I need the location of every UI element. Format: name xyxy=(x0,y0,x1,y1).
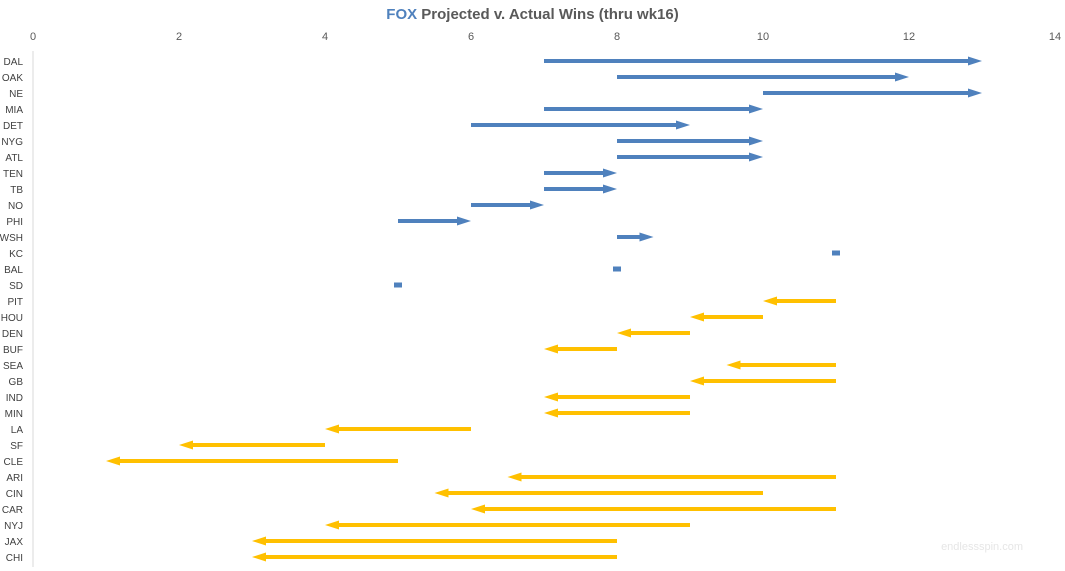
team-label: TB xyxy=(10,185,23,196)
arrow-head xyxy=(968,88,982,98)
chart-title-brand: FOX xyxy=(386,6,418,23)
x-tick-label: 14 xyxy=(1049,31,1061,43)
x-tick-label: 8 xyxy=(614,31,620,43)
watermark: endlessspin.com xyxy=(941,541,1023,553)
range-marker xyxy=(613,266,621,272)
arrow-head xyxy=(252,552,266,562)
team-label: MIA xyxy=(5,105,23,116)
team-label: KC xyxy=(9,249,23,260)
team-label: DET xyxy=(3,121,23,132)
arrow-head xyxy=(690,312,704,322)
team-label: CHI xyxy=(6,553,23,564)
range-marker xyxy=(394,282,402,288)
arrow-head xyxy=(471,504,485,514)
team-label: BUF xyxy=(3,345,23,356)
team-label: LA xyxy=(11,425,24,436)
team-label: OAK xyxy=(2,73,23,84)
arrow-head xyxy=(457,216,471,226)
arrow-head xyxy=(544,392,558,402)
arrow-head xyxy=(544,344,558,354)
team-label: MIN xyxy=(5,409,23,420)
team-label: SD xyxy=(9,281,23,292)
team-label: ARI xyxy=(6,473,23,484)
team-label: DEN xyxy=(2,329,23,340)
arrow-head xyxy=(544,408,558,418)
arrow-head xyxy=(106,456,120,466)
arrow-head xyxy=(530,200,544,210)
team-label: HOU xyxy=(1,313,23,324)
chart-title-text: Projected v. Actual Wins (thru wk16) xyxy=(417,6,679,23)
team-label: WSH xyxy=(0,233,23,244)
team-label: CIN xyxy=(6,489,23,500)
team-label: PIT xyxy=(7,297,23,308)
team-label: TEN xyxy=(3,169,23,180)
range-marker xyxy=(832,250,840,256)
team-label: NO xyxy=(8,201,23,212)
team-label: BAL xyxy=(4,265,23,276)
arrow-head xyxy=(749,152,763,162)
arrow-head xyxy=(434,488,449,498)
team-label: DAL xyxy=(4,57,24,68)
arrow-head xyxy=(603,168,617,178)
x-tick-label: 2 xyxy=(176,31,182,43)
x-tick-label: 6 xyxy=(468,31,474,43)
team-label: ATL xyxy=(5,153,23,164)
team-label: NYJ xyxy=(4,521,23,532)
arrow-head xyxy=(325,424,339,434)
arrow-head xyxy=(690,376,704,386)
arrow-head xyxy=(749,136,763,146)
arrow-head xyxy=(749,104,763,114)
arrow-head xyxy=(603,184,617,194)
arrow-head xyxy=(639,232,654,242)
arrow-head xyxy=(617,328,631,338)
arrow-head xyxy=(895,72,909,82)
team-label: SEA xyxy=(3,361,23,372)
team-label: IND xyxy=(6,393,23,404)
team-label: NYG xyxy=(1,137,23,148)
x-tick-label: 10 xyxy=(757,31,769,43)
team-label: CAR xyxy=(2,505,23,516)
arrow-head xyxy=(676,120,690,130)
chart-title: FOX Projected v. Actual Wins (thru wk16) xyxy=(0,6,1065,23)
team-label: SF xyxy=(10,441,23,452)
team-label: NE xyxy=(9,89,23,100)
arrow-head xyxy=(507,472,522,482)
arrow-head xyxy=(968,56,982,66)
x-tick-label: 12 xyxy=(903,31,915,43)
team-label: CLE xyxy=(4,457,24,468)
arrow-head xyxy=(763,296,777,306)
x-tick-label: 0 xyxy=(30,31,36,43)
arrow-head xyxy=(325,520,339,530)
arrow-head xyxy=(252,536,266,546)
x-tick-label: 4 xyxy=(322,31,328,43)
arrow-head xyxy=(726,360,741,370)
team-label: GB xyxy=(9,377,24,388)
team-label: JAX xyxy=(5,537,24,548)
team-label: PHI xyxy=(6,217,23,228)
arrow-head xyxy=(179,440,193,450)
